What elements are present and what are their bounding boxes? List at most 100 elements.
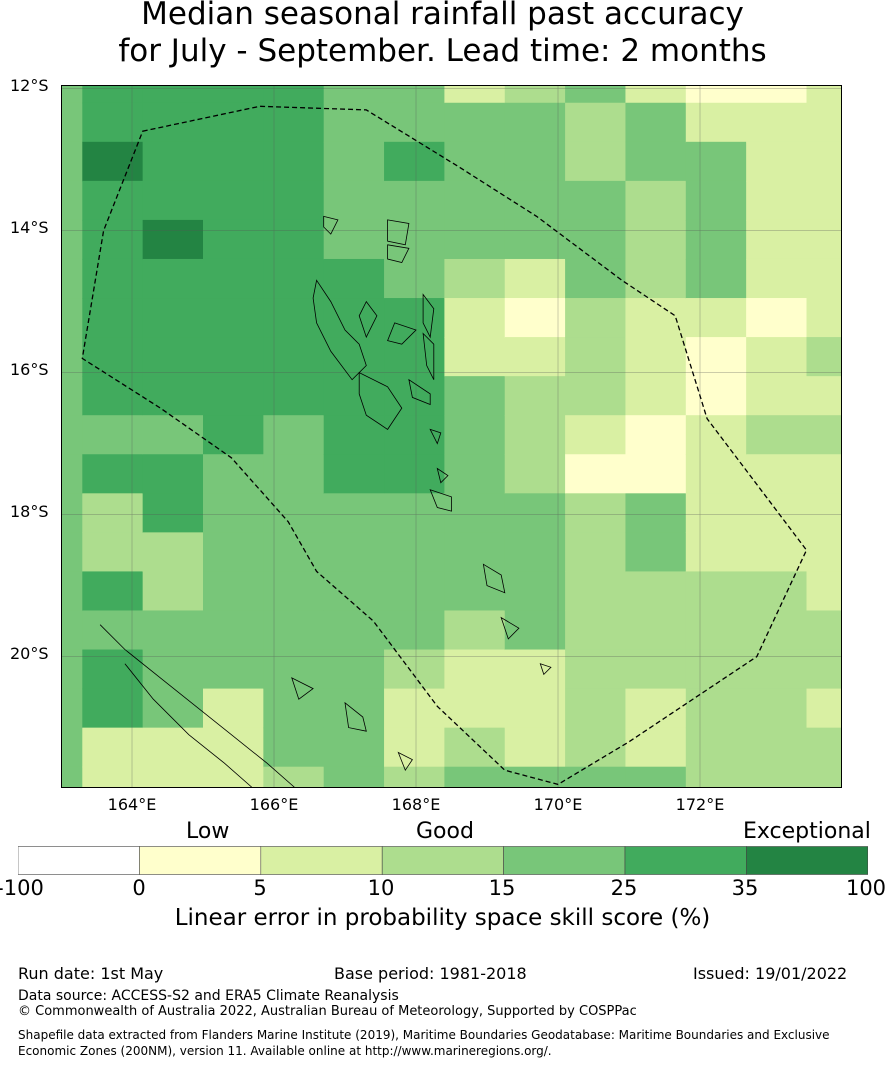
shapefile-credit-line-1: Shapefile data extracted from Flanders M…	[18, 1028, 830, 1042]
skill-cell	[806, 454, 842, 494]
skill-cell	[263, 415, 325, 455]
skill-cell	[504, 141, 566, 182]
skill-cell	[685, 85, 747, 104]
colorbar-segment	[624, 846, 747, 875]
skill-cell	[142, 688, 204, 729]
skill-cell	[323, 454, 385, 494]
skill-cell	[806, 141, 842, 182]
skill-cell	[806, 258, 842, 299]
skill-cell	[685, 415, 747, 455]
skill-cell	[685, 219, 747, 260]
skill-cell	[806, 219, 842, 260]
skill-cell	[263, 376, 325, 416]
skill-cell	[444, 376, 506, 416]
skill-cell	[263, 727, 325, 768]
colorbar-label: Linear error in probability space skill …	[174, 905, 711, 931]
skill-cell	[806, 571, 842, 612]
skill-cell	[504, 219, 566, 260]
y-tick-20s: 20°S	[10, 644, 49, 663]
island-outline	[358, 371, 403, 430]
skill-cell	[625, 337, 687, 377]
skill-cell	[82, 610, 144, 651]
skill-cell	[203, 688, 264, 729]
skill-cell	[61, 649, 83, 690]
skill-cell	[444, 571, 506, 612]
skill-cell	[625, 649, 687, 690]
skill-cell	[746, 688, 808, 729]
y-tick-18s: 18°S	[10, 502, 49, 521]
skill-cell	[384, 610, 445, 651]
skill-cell	[746, 85, 808, 104]
skill-cell	[444, 688, 506, 729]
skill-cell	[203, 258, 264, 299]
skill-cell	[565, 532, 627, 573]
skill-cell	[565, 219, 627, 260]
skill-cell	[61, 180, 83, 221]
skill-cell	[806, 180, 842, 221]
skill-cell	[384, 688, 445, 729]
skill-cell	[565, 688, 627, 729]
legend-tick-100: 100	[845, 876, 885, 900]
skill-cell	[384, 727, 445, 768]
island-outline	[323, 215, 339, 235]
skill-cell	[203, 337, 264, 377]
skill-cell	[61, 493, 83, 533]
skill-cell	[61, 532, 83, 573]
island-outline	[482, 563, 506, 594]
skill-cell	[263, 571, 325, 612]
skill-cell	[625, 141, 687, 182]
skill-cell	[263, 180, 325, 221]
skill-cell	[384, 102, 445, 143]
skill-cell	[142, 337, 204, 377]
colorbar-segment	[746, 846, 868, 875]
skill-cell	[806, 337, 842, 377]
skill-cell	[384, 141, 445, 182]
skill-cell	[142, 727, 204, 768]
skill-cell	[685, 102, 747, 143]
coastline	[124, 663, 253, 788]
skill-cells	[61, 85, 842, 788]
skill-cell	[444, 219, 506, 260]
skill-cell	[806, 649, 842, 690]
skill-cell	[263, 219, 325, 260]
skill-cell	[625, 610, 687, 651]
skill-cell	[625, 219, 687, 260]
skill-cell	[263, 102, 325, 143]
skill-cell	[444, 649, 506, 690]
skill-cell	[625, 102, 687, 143]
y-tick-14s: 14°S	[10, 218, 49, 237]
skill-cell	[384, 85, 445, 104]
skill-cell	[323, 727, 385, 768]
skill-cell	[384, 415, 445, 455]
skill-cell	[263, 298, 325, 338]
skill-cell	[565, 649, 627, 690]
skill-cell	[142, 219, 204, 260]
skill-cell	[61, 727, 83, 768]
copyright: © Commonwealth of Australia 2022, Austra…	[18, 1004, 637, 1019]
skill-cell	[625, 454, 687, 494]
skill-cell	[61, 610, 83, 651]
skill-cell	[625, 532, 687, 573]
skill-cell	[504, 727, 566, 768]
skill-cell	[444, 766, 506, 788]
skill-cell	[263, 766, 325, 788]
skill-cell	[142, 532, 204, 573]
skill-cell	[323, 376, 385, 416]
skill-cell	[203, 571, 264, 612]
legend-tick-25: 25	[610, 876, 638, 900]
skill-cell	[746, 766, 808, 788]
legend-tick-15: 15	[488, 876, 516, 900]
skill-cell	[625, 376, 687, 416]
island-outline	[387, 219, 410, 246]
skill-cell	[82, 141, 144, 182]
map-frame	[61, 85, 842, 788]
skill-cell	[746, 141, 808, 182]
skill-cell	[203, 766, 264, 788]
skill-cell	[746, 337, 808, 377]
skill-cell	[384, 493, 445, 533]
skill-cell	[565, 141, 627, 182]
island-outline	[358, 300, 378, 339]
skill-cell	[61, 219, 83, 260]
skill-cell	[142, 258, 204, 299]
skill-cell	[685, 766, 747, 788]
